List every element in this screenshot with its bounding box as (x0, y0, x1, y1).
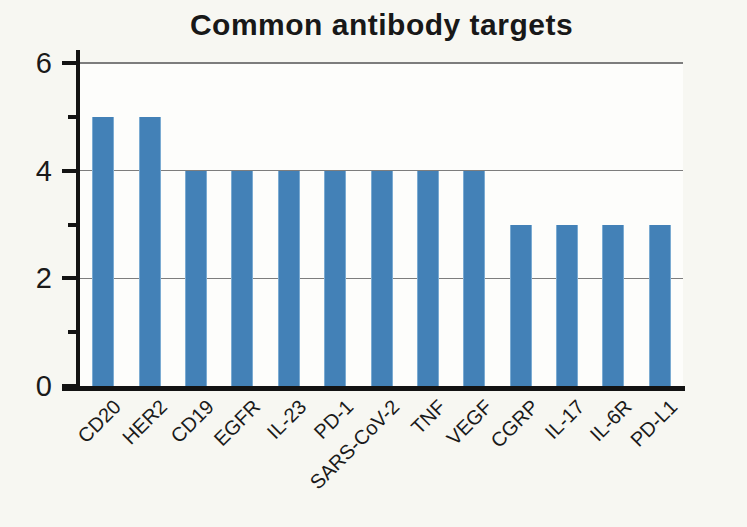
bar (417, 171, 439, 386)
bar (649, 225, 671, 387)
x-tick-label: CD19 (167, 396, 217, 446)
bar (324, 171, 346, 386)
x-tick-label: HER2 (119, 396, 171, 448)
bar (92, 117, 114, 386)
y-tick-label: 0 (10, 372, 52, 401)
y-tick-label: 4 (10, 157, 52, 186)
x-tick-label: PD-L1 (627, 396, 681, 450)
bar (556, 225, 578, 387)
y-minor-tick (68, 330, 76, 334)
x-axis-spine (62, 386, 685, 391)
y-minor-tick (68, 223, 76, 227)
y-major-tick (62, 276, 76, 280)
y-major-tick (62, 61, 76, 65)
y-axis-spine (76, 50, 80, 391)
bar (139, 117, 161, 386)
bar (510, 225, 532, 387)
y-minor-tick (68, 115, 76, 119)
y-tick-label: 2 (10, 264, 52, 293)
bar-chart: Common antibody targets 0 2 4 6 CD20HER2CD19… (0, 0, 747, 527)
chart-title: Common antibody targets (80, 8, 683, 42)
x-tick-label: IL-17 (542, 396, 588, 442)
bar (371, 171, 393, 386)
x-tick-label: CD20 (74, 396, 124, 446)
bar (602, 225, 624, 387)
x-tick-label: IL-23 (263, 396, 309, 442)
gridline (80, 62, 683, 64)
bar (231, 171, 253, 386)
bar (278, 171, 300, 386)
y-major-tick (62, 384, 76, 388)
x-tick-label: EGFR (210, 396, 263, 449)
y-major-tick (62, 169, 76, 173)
x-tick-label: VEGF (443, 396, 496, 449)
x-tick-label: CGRP (487, 396, 542, 451)
y-tick-label: 6 (10, 49, 52, 78)
bar (185, 171, 207, 386)
bar (463, 171, 485, 386)
